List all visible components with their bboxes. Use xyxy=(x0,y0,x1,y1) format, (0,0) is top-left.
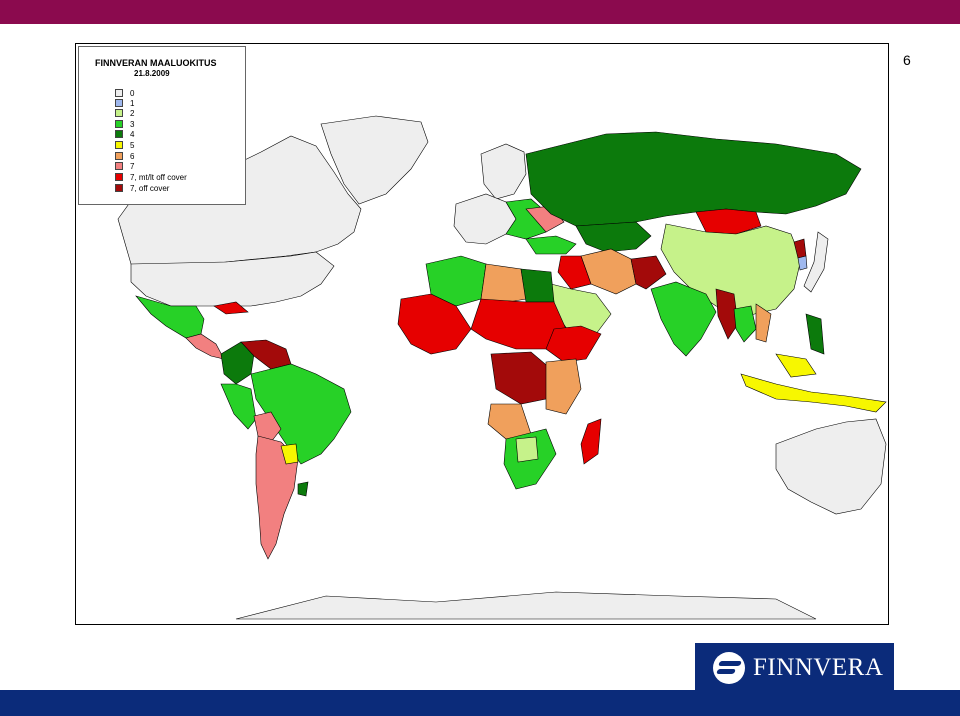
legend-item: 2 xyxy=(115,108,134,118)
map-region-greenland xyxy=(320,115,429,205)
map-region-botswana xyxy=(515,436,539,463)
legend-title: FINNVERAN MAALUOKITUS xyxy=(95,58,217,68)
legend-label: 7 xyxy=(130,161,135,171)
map-region-kazakhstan xyxy=(575,221,652,253)
map-region-malaysia xyxy=(775,353,817,378)
map-region-ethiopia xyxy=(545,325,602,363)
legend-label: 2 xyxy=(130,108,135,118)
map-region-thailand xyxy=(733,305,757,343)
map-region-vietnam xyxy=(755,303,772,343)
legend-label: 7, mt/lt off cover xyxy=(130,172,187,182)
map-legend: FINNVERAN MAALUOKITUS 21.8.2009 0 1 2 3 … xyxy=(78,46,246,205)
map-region-china xyxy=(660,223,802,317)
map-region-indonesia xyxy=(740,373,887,413)
legend-swatch xyxy=(115,184,123,192)
world-map xyxy=(75,43,889,625)
legend-swatch xyxy=(115,89,123,97)
map-region-uruguay xyxy=(297,481,309,497)
map-region-east-africa xyxy=(545,358,582,415)
legend-item: 7, mt/lt off cover xyxy=(115,172,187,182)
legend-swatch xyxy=(115,162,123,170)
bottom-banner xyxy=(0,690,960,716)
map-region-turkey xyxy=(525,235,577,255)
map-region-iraq xyxy=(557,255,592,290)
map-region-japan xyxy=(803,231,829,293)
finnvera-logo-icon xyxy=(713,652,745,684)
legend-swatch xyxy=(115,130,123,138)
legend-label: 3 xyxy=(130,119,135,129)
map-region-bolivia xyxy=(253,411,282,443)
legend-label: 0 xyxy=(130,88,135,98)
legend-swatch xyxy=(115,152,123,160)
map-region-philippines xyxy=(805,313,825,355)
map-region-caribbean xyxy=(213,301,249,315)
legend-label: 4 xyxy=(130,129,135,139)
map-region-paraguay xyxy=(280,443,299,465)
legend-item: 0 xyxy=(115,88,134,98)
map-region-iran xyxy=(580,248,637,295)
legend-swatch xyxy=(115,120,123,128)
legend-item: 3 xyxy=(115,119,134,129)
map-region-west-africa xyxy=(397,293,472,355)
legend-label: 7, off cover xyxy=(130,183,170,193)
map-region-myanmar xyxy=(715,288,739,340)
map-region-angola xyxy=(487,403,532,440)
legend-item: 6 xyxy=(115,151,134,161)
legend-date: 21.8.2009 xyxy=(134,69,170,78)
map-region-egypt xyxy=(520,268,555,303)
map-region-antarctica xyxy=(235,591,817,620)
map-region-scandinavia xyxy=(480,143,527,200)
map-region-madagascar xyxy=(580,418,602,465)
map-region-india xyxy=(650,281,717,357)
map-region-congo xyxy=(490,351,552,405)
legend-item: 7 xyxy=(115,161,134,171)
map-region-central-america xyxy=(185,333,225,360)
legend-swatch xyxy=(115,141,123,149)
map-region-peru xyxy=(220,383,257,430)
legend-swatch xyxy=(115,109,123,117)
legend-swatch xyxy=(115,173,123,181)
map-region-usa xyxy=(130,251,335,307)
legend-item: 4 xyxy=(115,129,134,139)
map-region-south-korea xyxy=(797,255,808,271)
map-region-western-europe xyxy=(453,193,517,245)
map-region-libya xyxy=(480,263,527,305)
top-banner xyxy=(0,0,960,24)
legend-label: 1 xyxy=(130,98,135,108)
logo-text: FINNVERA xyxy=(753,654,884,681)
legend-label: 6 xyxy=(130,151,135,161)
page-number: 6 xyxy=(903,52,911,68)
map-region-australia xyxy=(775,418,887,515)
legend-swatch xyxy=(115,99,123,107)
finnvera-logo: FINNVERA xyxy=(695,643,894,693)
legend-item: 5 xyxy=(115,140,134,150)
legend-item: 1 xyxy=(115,98,134,108)
world-map-svg xyxy=(117,115,887,620)
map-region-russia xyxy=(525,131,862,227)
map-region-afghanistan xyxy=(630,255,667,290)
legend-label: 5 xyxy=(130,140,135,150)
legend-item: 7, off cover xyxy=(115,183,169,193)
